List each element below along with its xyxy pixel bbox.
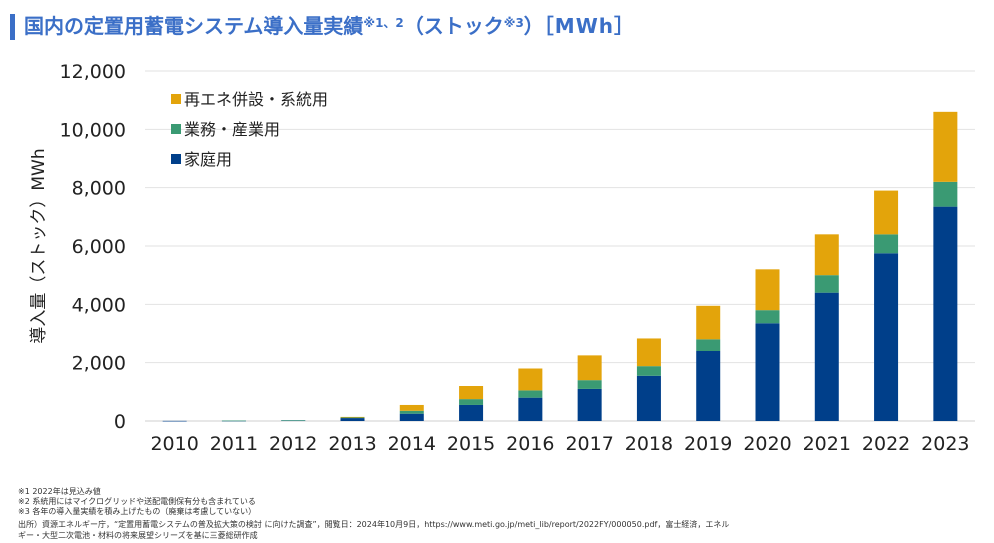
y-tick-label: 6,000	[72, 236, 126, 258]
bar-segment	[874, 253, 899, 421]
bar-segment	[340, 416, 365, 418]
x-tick-label: 2023	[921, 433, 969, 455]
chart-title-paren-mark: ※3	[503, 16, 524, 30]
bar-segment	[340, 417, 365, 419]
bar-segment	[577, 388, 602, 421]
bar-segment	[162, 420, 187, 422]
stacked-bar-chart: 0 2,000 4,000 6,000 8,000 10,000 12,000 導入量（ストッ…	[29, 61, 975, 455]
legend-swatch	[171, 124, 181, 134]
bar-segment	[577, 380, 602, 389]
chart-title-paren-open: （ストック	[403, 14, 504, 38]
footnote-2: ※2 系統用にはマイクログリッドや送配電側保有分も含まれている	[18, 497, 256, 506]
bar-segment	[577, 355, 602, 381]
x-tick-label: 2020	[743, 433, 791, 455]
legend-label: 家庭用	[184, 150, 232, 169]
bar-segment	[518, 397, 543, 421]
bar-segment	[281, 420, 306, 421]
chart-title-note-marks: ※1、2	[363, 16, 404, 30]
source-line-2: ギー・大型二次電池・材料の将来展望シリーズを基に三菱総研作成	[18, 531, 258, 540]
bar-segment	[755, 323, 780, 421]
bar-segment	[459, 386, 484, 400]
chart-title-paren-close: ）	[523, 14, 544, 38]
y-tick-label: 0	[114, 411, 126, 433]
chart-title-main: 国内の定置用蓄電システム導入量実績	[24, 14, 364, 38]
bar-segment	[933, 181, 958, 207]
chart-title-unit: ［MWh］	[543, 14, 635, 38]
bar-segment	[459, 404, 484, 421]
y-axis-label: 導入量（ストック）MWh	[29, 148, 49, 343]
x-tick-label: 2018	[625, 433, 673, 455]
bar-segment	[399, 410, 424, 414]
title-accent-bar	[10, 14, 15, 40]
x-tick-label: 2015	[447, 433, 495, 455]
bar-segment	[340, 418, 365, 421]
bar-segment	[696, 339, 721, 351]
x-tick-label: 2016	[506, 433, 554, 455]
bar-segment	[636, 366, 661, 376]
legend-swatch	[171, 94, 181, 104]
footnote-1: ※1 2022年は見込み値	[18, 487, 101, 496]
x-tick-label: 2014	[388, 433, 436, 455]
legend-label: 業務・産業用	[184, 120, 280, 139]
bar-segment	[874, 234, 899, 254]
bar-segment	[459, 399, 484, 405]
x-tick-label: 2022	[862, 433, 910, 455]
bar-segment	[814, 234, 839, 276]
x-tick-label: 2013	[328, 433, 376, 455]
source-line-1: 出所）資源エネルギー庁，“定置用蓄電システムの普及拡大策の検討 に向けた調査”，…	[18, 520, 730, 529]
bar-segment	[755, 269, 780, 311]
bar-segment	[696, 305, 721, 340]
bar-segment	[636, 375, 661, 421]
bar-segment	[933, 206, 958, 421]
y-tick-label: 8,000	[72, 178, 126, 200]
x-tick-label: 2012	[269, 433, 317, 455]
x-tick-label: 2021	[803, 433, 851, 455]
bar-segment	[874, 190, 899, 235]
bar-segment	[399, 413, 424, 421]
chart-title: 国内の定置用蓄電システム導入量実績※1、2（ストック※3）［MWh］	[24, 12, 635, 40]
bar-segment	[814, 275, 839, 293]
bar-segment	[933, 111, 958, 182]
bar-segment	[518, 390, 543, 398]
legend-label: 再エネ併設・系統用	[184, 90, 328, 109]
bar-segment	[636, 338, 661, 367]
x-tick-label: 2019	[684, 433, 732, 455]
y-tick-label: 10,000	[60, 119, 126, 141]
y-tick-label: 2,000	[72, 353, 126, 375]
bar-segment	[221, 420, 246, 422]
bar-segment	[518, 368, 543, 391]
y-tick-label: 4,000	[72, 294, 126, 316]
bar-segment	[814, 292, 839, 421]
footnote-3: ※3 各年の導入量実績を積み上げたもの（廃棄は考慮していない）	[18, 507, 257, 516]
bar-segment	[755, 310, 780, 324]
legend-swatch	[171, 154, 181, 164]
x-tick-label: 2010	[150, 433, 198, 455]
x-tick-label: 2017	[565, 433, 613, 455]
bar-segment	[399, 404, 424, 411]
y-tick-label: 12,000	[60, 61, 126, 83]
bar-segment	[696, 351, 721, 421]
x-tick-label: 2011	[210, 433, 258, 455]
